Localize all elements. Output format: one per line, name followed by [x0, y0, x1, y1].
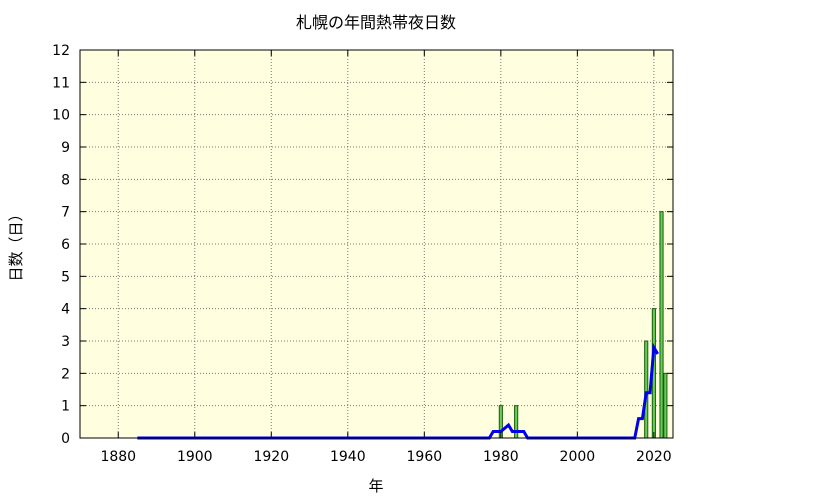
- bar: [644, 340, 649, 439]
- x-tick-label: 1960: [407, 449, 443, 465]
- x-tick-label: 1880: [100, 449, 136, 465]
- y-tick-label: 2: [61, 366, 70, 382]
- y-tick-label: 11: [52, 75, 70, 91]
- bar: [663, 372, 668, 439]
- y-tick-label: 8: [61, 172, 70, 188]
- x-tick-label: 2020: [636, 449, 672, 465]
- y-tick-label: 5: [61, 269, 70, 285]
- y-tick-label: 0: [61, 431, 70, 447]
- bar: [514, 405, 519, 439]
- x-tick-label: 1940: [330, 449, 366, 465]
- bar: [659, 211, 664, 439]
- y-tick-label: 3: [61, 334, 70, 350]
- y-tick-label: 9: [61, 140, 70, 156]
- moving-average-polyline: [137, 342, 659, 440]
- y-tick-label: 10: [52, 108, 70, 124]
- y-axis-title: 日数（日）: [7, 206, 25, 281]
- x-tick-label: 1980: [483, 449, 519, 465]
- y-tick-label: 1: [61, 399, 70, 415]
- chart-title: 札幌の年間熱帯夜日数: [296, 13, 456, 32]
- y-tick-label: 7: [61, 205, 70, 221]
- x-tick-label: 1900: [177, 449, 213, 465]
- y-tick-label: 12: [52, 43, 70, 59]
- x-tick-label: 1920: [253, 449, 289, 465]
- x-axis-title: 年: [368, 477, 383, 495]
- y-tick-label: 6: [61, 237, 70, 253]
- x-tick-label: 2000: [560, 449, 596, 465]
- moving-average-line: [137, 342, 659, 440]
- y-tick-label: 4: [61, 302, 70, 318]
- plot-area: [80, 50, 673, 438]
